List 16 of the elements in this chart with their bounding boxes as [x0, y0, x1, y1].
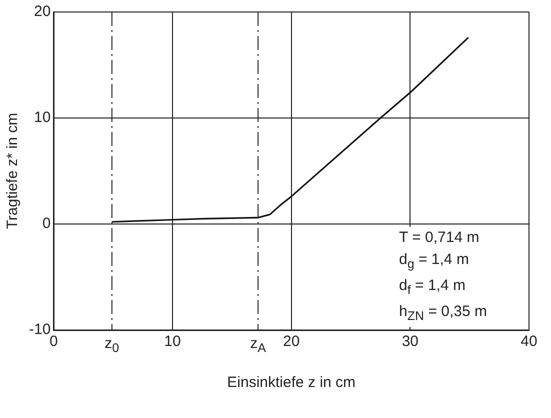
- annotation: T = 0,714 m: [399, 228, 480, 248]
- x-tick-label: 10: [164, 333, 181, 350]
- y-tick-label: 10: [34, 109, 51, 126]
- y-tick-label: 20: [34, 3, 51, 20]
- annotation: d$_{f}$ = 1,4 m: [399, 276, 466, 299]
- y-tick-label: 0: [42, 215, 51, 232]
- x-axis-title: Einsinktiefe z in cm: [227, 374, 356, 392]
- x-tick-label: 20: [282, 333, 300, 350]
- x-tick-label: 30: [402, 333, 419, 350]
- y-tick-label: -10: [28, 321, 51, 338]
- annotation: d$_{g}$ = 1,4 m: [399, 250, 470, 273]
- ref-line-label: z$_{0}$: [104, 335, 120, 355]
- y-axis-title: Tragtiefe z* in cm: [4, 112, 22, 230]
- annotation: h$_{ZN}$ = 0,35 m: [399, 302, 487, 325]
- ref-line-label: z$_{A}$: [250, 335, 266, 355]
- x-tick-label: 40: [520, 333, 538, 350]
